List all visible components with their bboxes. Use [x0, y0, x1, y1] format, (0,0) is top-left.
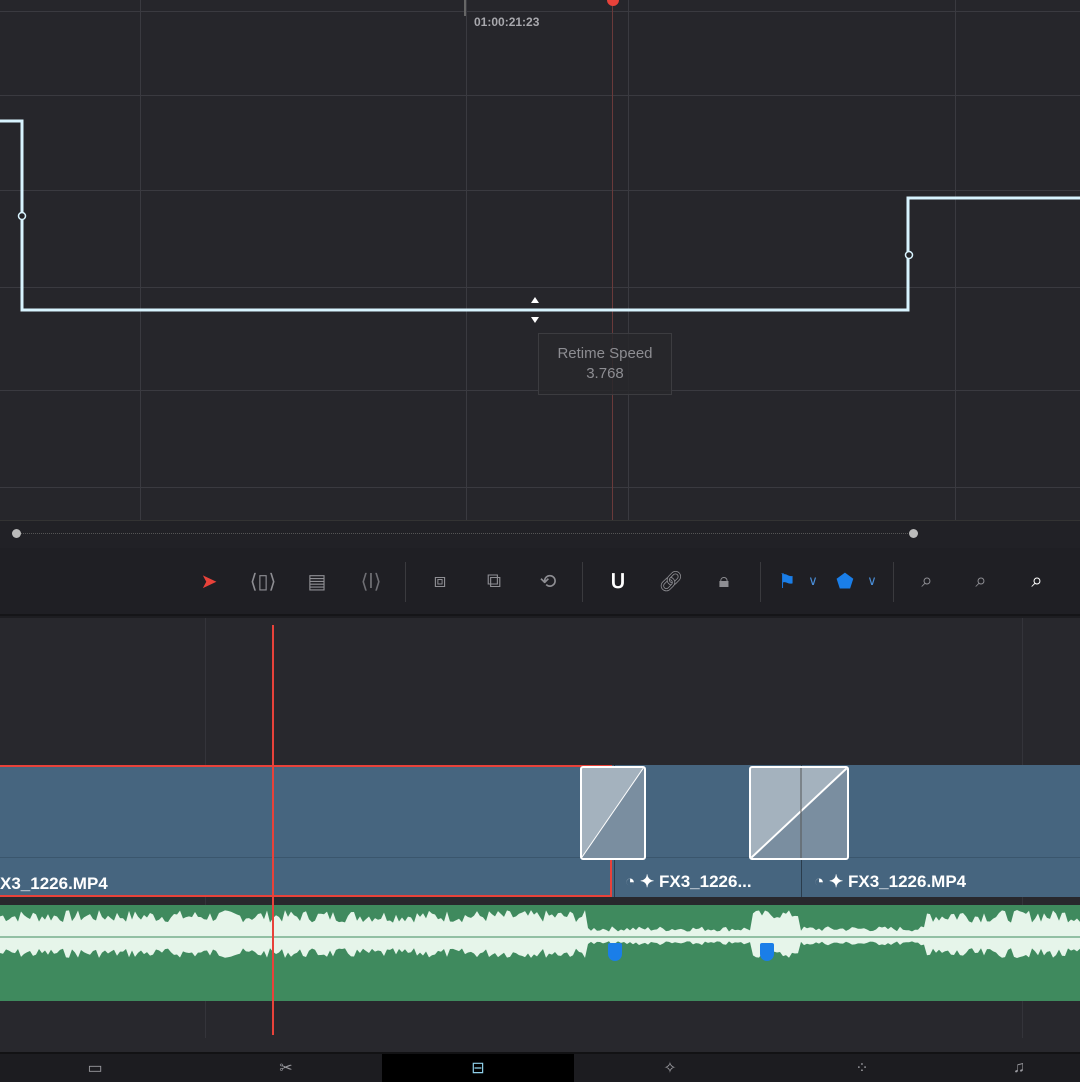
- range-line: [16, 533, 914, 534]
- grid-line: [0, 287, 1080, 288]
- insert-icon[interactable]: ⧈: [433, 569, 447, 592]
- lock-icon[interactable]: 🔒︎: [718, 569, 730, 592]
- clip-label: X3_1226.MP4: [0, 874, 108, 893]
- curve-range-bar[interactable]: [0, 520, 1080, 548]
- marker-icon[interactable]: [608, 943, 622, 961]
- divider: [405, 562, 406, 602]
- ruler[interactable]: [0, 0, 1080, 12]
- page-fairlight-icon[interactable]: ♫: [1013, 1059, 1025, 1076]
- grid-line: [140, 0, 141, 520]
- ruler-tick: [464, 0, 466, 16]
- replace-icon[interactable]: ⟲: [539, 570, 557, 593]
- grid-line: [955, 0, 956, 520]
- page-media-icon[interactable]: ▭: [87, 1060, 103, 1077]
- overwrite-icon[interactable]: ⧉: [486, 569, 502, 592]
- divider: [893, 562, 894, 602]
- trim-icon[interactable]: ⟨▯⟩: [249, 570, 277, 593]
- range-handle[interactable]: [12, 529, 21, 538]
- page-cut-icon[interactable]: ✂: [279, 1060, 293, 1077]
- playhead-marker[interactable]: [607, 0, 619, 6]
- grid-line: [0, 95, 1080, 96]
- page-navigation-bar: ▭ ✂ ⊟ ✧ ⁘ ♫: [0, 1052, 1080, 1082]
- marker-icon[interactable]: [760, 943, 774, 961]
- dynamic-trim-icon[interactable]: ▤: [307, 570, 327, 593]
- transition[interactable]: [749, 766, 849, 860]
- divider: [0, 857, 1080, 858]
- chevron-down-icon[interactable]: ∨: [867, 573, 877, 588]
- transition[interactable]: [580, 766, 646, 860]
- effect-sparkle-icon: ✦: [829, 872, 844, 891]
- audio-waveform: [0, 910, 1080, 958]
- clip-label: FX3_1226.MP4: [848, 872, 967, 891]
- grid-line: [0, 487, 1080, 488]
- divider: [760, 562, 761, 602]
- page-edit-icon[interactable]: ⊟: [382, 1054, 574, 1082]
- link-icon[interactable]: 🔗︎: [658, 570, 684, 593]
- speed-gauge-icon: ◔: [814, 872, 825, 891]
- audio-track[interactable]: [0, 905, 1080, 1001]
- zoom-detail-icon[interactable]: ⌕: [975, 569, 987, 592]
- marker-icon[interactable]: ⬟: [836, 570, 854, 593]
- retime-curve-editor[interactable]: 01:00:21:23 Retime Speed 3.768: [0, 0, 1080, 520]
- grid-line: [0, 190, 1080, 191]
- page-color-icon[interactable]: ⁘: [855, 1060, 869, 1077]
- tooltip-title: Retime Speed: [557, 345, 653, 362]
- clip-label-row: ◔ ✦ FX3_1226.MP4: [814, 872, 966, 892]
- zoom-custom-icon[interactable]: ⌕: [1031, 569, 1043, 592]
- blade-icon[interactable]: ⟨ǀ⟩: [360, 570, 382, 593]
- keyframe-point: [904, 250, 914, 260]
- clip-label: FX3_1226...: [659, 872, 752, 891]
- timecode-label: 01:00:21:23: [474, 15, 540, 29]
- range-handle[interactable]: [909, 529, 918, 538]
- tooltip-value: 3.768: [586, 365, 624, 382]
- flag-icon[interactable]: ⚑: [778, 570, 796, 593]
- pointer-icon[interactable]: ➤: [200, 570, 218, 593]
- page-fusion-icon[interactable]: ✧: [663, 1060, 677, 1077]
- playhead-line[interactable]: [272, 625, 274, 1035]
- drag-down-arrow-icon: [531, 317, 539, 323]
- grid-line: [466, 0, 467, 520]
- retime-speed-tooltip: Retime Speed 3.768: [538, 333, 672, 395]
- keyframe-point: [17, 211, 27, 221]
- selected-clip[interactable]: X3_1226.MP4: [0, 765, 612, 897]
- drag-up-arrow-icon: [531, 297, 539, 303]
- clip-label-row: ◔ ✦ FX3_1226...: [625, 872, 752, 892]
- chevron-down-icon[interactable]: ∨: [808, 573, 818, 588]
- video-track: X3_1226.MP4 ◔ ✦ FX3_1226... ◔ ✦ FX3_1226…: [0, 765, 1080, 897]
- timeline-toolbar: ➤ ⟨▯⟩ ▤ ⟨ǀ⟩ ⧈ ⧉ ⟲ ᑌ 🔗︎ 🔒︎ ⚑ ∨ ⬟ ∨ ⌕ ⌕ ⌕: [0, 548, 1080, 616]
- speed-curve[interactable]: [0, 0, 1080, 520]
- divider: [582, 562, 583, 602]
- magnet-icon[interactable]: ᑌ: [610, 570, 626, 593]
- effect-sparkle-icon: ✦: [640, 872, 655, 891]
- speed-gauge-icon: ◔: [625, 872, 636, 891]
- grid-line: [628, 0, 629, 520]
- playhead-line: [612, 0, 613, 520]
- zoom-full-icon[interactable]: ⌕: [921, 569, 933, 592]
